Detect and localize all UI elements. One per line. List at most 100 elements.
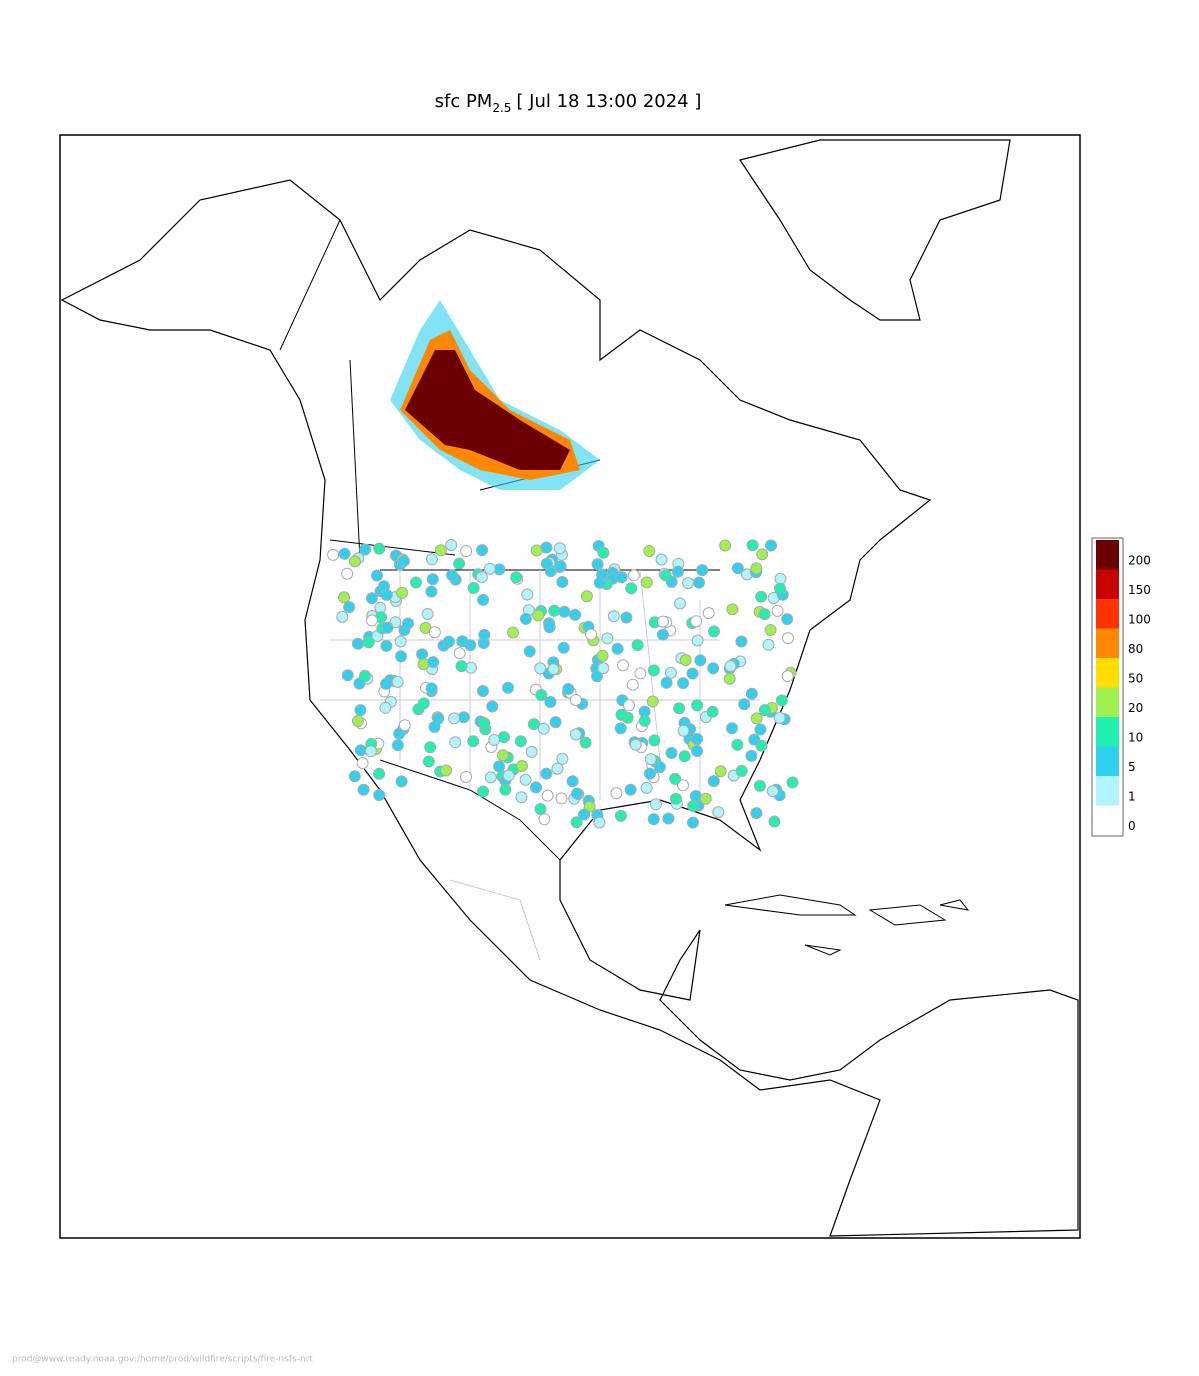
station-dot: [393, 727, 406, 740]
station-dot: [562, 683, 575, 695]
station-dot: [687, 816, 699, 829]
station-dot: [578, 808, 591, 821]
station-dot: [656, 628, 669, 641]
station-dot: [580, 590, 593, 603]
station-dot: [365, 592, 378, 605]
station-dot: [765, 539, 777, 552]
legend-swatch: [1096, 569, 1119, 599]
station-dot: [557, 641, 570, 654]
station-dot: [553, 542, 566, 555]
station-dot: [371, 569, 383, 582]
station-dot: [540, 767, 553, 780]
station-dot: [475, 571, 488, 583]
station-dot: [593, 576, 606, 589]
station-dot: [610, 787, 623, 800]
station-dot: [643, 545, 656, 557]
station-dot: [499, 783, 512, 796]
station-dot: [540, 557, 553, 570]
station-dot: [611, 642, 624, 655]
station-dot: [416, 648, 429, 661]
station-dot: [566, 775, 579, 788]
station-dot: [396, 586, 409, 599]
station-dot: [771, 604, 784, 617]
station-dot: [515, 791, 528, 804]
station-dot: [445, 539, 458, 551]
station-dot: [731, 562, 744, 575]
station-dot: [502, 769, 515, 782]
legend-swatch: [1096, 805, 1119, 835]
station-dot: [373, 767, 386, 780]
legend-label: 80: [1128, 642, 1143, 656]
legend-swatch: [1096, 658, 1119, 688]
station-dot: [502, 681, 514, 694]
station-dot: [357, 783, 370, 796]
station-dot: [679, 654, 692, 667]
station-dot: [547, 663, 560, 676]
station-dot: [677, 779, 689, 792]
station-dot: [556, 752, 569, 765]
station-dot: [691, 699, 704, 712]
station-dot: [731, 738, 744, 751]
station-dot: [774, 572, 787, 585]
station-dot: [327, 548, 340, 561]
station-dot: [755, 590, 768, 603]
station-dot: [558, 605, 571, 618]
footer: prod@www.ready.noaa.gov:/home/prod/wildf…: [12, 1355, 313, 1365]
station-dot: [614, 722, 627, 735]
station-dot: [422, 755, 435, 768]
legend-label: 0: [1128, 819, 1136, 833]
station-dot: [336, 610, 349, 623]
station-dot: [391, 675, 404, 688]
station-dot: [647, 813, 660, 826]
station-dot: [381, 621, 394, 634]
station-dot: [766, 785, 779, 798]
station-dot: [530, 781, 542, 794]
station-dot: [677, 724, 690, 737]
station-dot: [782, 632, 794, 645]
station-dot: [627, 569, 640, 582]
map-area: [59, 134, 1081, 1239]
legend-label: 100: [1128, 613, 1151, 627]
station-dot: [364, 745, 377, 758]
station-dot: [682, 577, 695, 590]
station-dot: [540, 541, 553, 554]
station-dot: [428, 626, 441, 639]
station-dot: [707, 662, 720, 675]
station-dot: [537, 722, 550, 735]
station-dot: [620, 611, 633, 624]
station-dot: [516, 760, 528, 772]
station-dot: [453, 647, 466, 660]
station-dot: [781, 613, 794, 626]
station-dot: [448, 712, 461, 725]
station-dot: [554, 560, 567, 573]
station-dot: [648, 734, 661, 747]
station-dot: [373, 789, 386, 802]
caribbean-islands: [724, 894, 970, 956]
station-dot: [571, 787, 583, 800]
station-dot: [712, 806, 725, 819]
station-dots: [327, 539, 799, 829]
station-dot: [756, 548, 769, 561]
station-dot: [640, 781, 653, 794]
station-dot: [597, 662, 610, 675]
station-dot: [543, 621, 556, 634]
station-dot: [394, 635, 407, 648]
station-dot: [569, 728, 582, 741]
station-dot: [380, 588, 393, 601]
station-dot: [478, 628, 491, 641]
station-dot: [693, 576, 705, 589]
station-dot: [548, 604, 561, 617]
station-dot: [523, 645, 536, 658]
station-dot: [647, 664, 660, 677]
station-dot: [640, 576, 653, 589]
station-dot: [348, 555, 361, 568]
station-dot: [774, 582, 786, 595]
station-dot: [541, 789, 554, 802]
station-dot: [359, 543, 372, 556]
station-dot: [634, 667, 647, 680]
station-dot: [532, 609, 545, 622]
station-dot: [424, 741, 437, 754]
station-dot: [434, 544, 447, 557]
station-dot: [686, 667, 699, 680]
title: sfc PM2.5 [ Jul 18 13:00 2024 ]: [435, 91, 702, 115]
